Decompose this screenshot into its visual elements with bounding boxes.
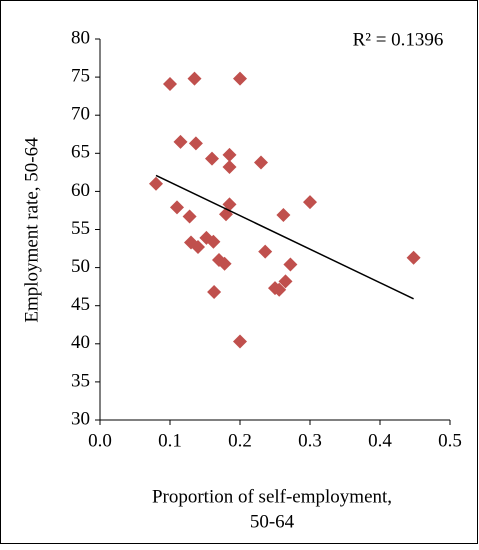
y-tick-label: 80	[71, 27, 90, 48]
data-point	[276, 208, 291, 223]
x-tick-label: 0.2	[228, 430, 252, 451]
data-point	[406, 250, 421, 265]
data-point	[283, 257, 298, 272]
data-point	[207, 284, 222, 299]
y-tick-label: 35	[71, 370, 90, 391]
y-tick-label: 45	[71, 294, 90, 315]
data-point	[182, 209, 197, 224]
data-point	[170, 200, 184, 215]
data-point	[163, 76, 177, 91]
y-axis-label: Employment rate, 50-64	[21, 137, 42, 323]
data-point	[173, 134, 188, 149]
r-squared: R² = 0.1396	[353, 29, 444, 50]
x-tick-label: 0.3	[298, 430, 322, 451]
data-point	[187, 71, 202, 86]
y-tick-label: 60	[71, 180, 90, 201]
data-point	[206, 234, 221, 249]
x-tick-label: 0.0	[88, 430, 112, 451]
y-tick-label: 75	[71, 65, 90, 86]
data-point	[191, 240, 205, 255]
data-point	[205, 151, 219, 166]
data-point	[233, 334, 247, 349]
y-tick-label: 30	[71, 408, 90, 429]
y-tick-label: 50	[71, 256, 90, 277]
data-point	[222, 160, 237, 175]
x-tick-label: 0.5	[438, 430, 462, 451]
data-point	[303, 195, 317, 210]
x-axis-label: Proportion of self-employment,	[152, 486, 392, 507]
data-point	[222, 147, 237, 162]
x-tick-label: 0.4	[368, 430, 392, 451]
y-tick-label: 40	[71, 332, 90, 353]
data-point	[217, 256, 232, 271]
y-tick-label: 65	[71, 142, 90, 163]
x-tick-label: 0.1	[158, 430, 182, 451]
data-point	[254, 155, 268, 170]
data-point	[149, 176, 163, 191]
y-tick-label: 55	[71, 218, 90, 239]
data-point	[258, 244, 273, 259]
y-tick-label: 70	[71, 104, 90, 125]
data-point	[188, 136, 203, 151]
data-point	[272, 282, 287, 297]
data-point	[278, 274, 293, 289]
trendline	[155, 174, 414, 300]
data-point	[233, 71, 247, 86]
x-axis-label: 50-64	[250, 511, 295, 532]
